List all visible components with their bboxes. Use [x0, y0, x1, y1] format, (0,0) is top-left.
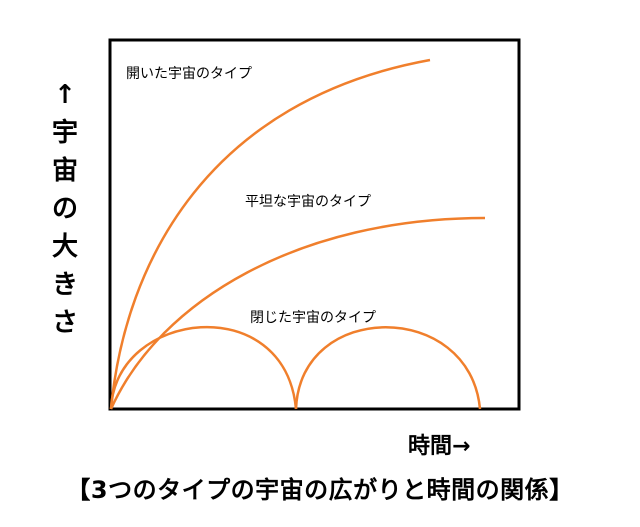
y-axis-char: さ	[51, 308, 78, 338]
expansion-diagram: 開いた宇宙のタイプ 平坦な宇宙のタイプ 閉じた宇宙のタイプ	[108, 38, 521, 411]
open-universe-label: 開いた宇宙のタイプ	[126, 66, 252, 82]
x-axis-label: 時間→	[408, 434, 471, 459]
flat-universe-curve	[109, 216, 486, 410]
closed-universe-curve-2	[294, 326, 482, 410]
y-axis-char: き	[51, 270, 78, 300]
open-universe-curve	[109, 58, 431, 410]
flat-universe-label: 平坦な宇宙のタイプ	[245, 194, 371, 210]
curves	[109, 58, 486, 410]
closed-universe-curve-1	[109, 326, 298, 410]
diagram-caption: 【3つのタイプの宇宙の広がりと時間の関係】	[66, 476, 574, 504]
y-axis-label: ↑ 宇 宙 の 大 き さ	[50, 76, 80, 342]
y-axis-arrow: ↑	[54, 80, 76, 110]
y-axis-char: の	[51, 194, 78, 224]
closed-universe-label: 閉じた宇宙のタイプ	[250, 310, 376, 326]
y-axis-char: 大	[51, 232, 78, 262]
y-axis-char: 宙	[51, 156, 78, 186]
plot-frame	[108, 38, 521, 411]
y-axis-char: 宇	[51, 118, 78, 148]
